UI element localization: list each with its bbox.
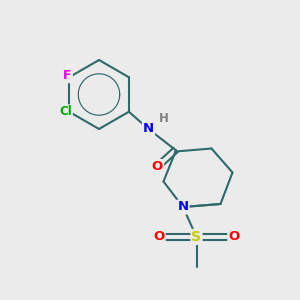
Text: N: N (143, 122, 154, 136)
Text: Cl: Cl (59, 105, 72, 118)
Text: F: F (63, 69, 72, 82)
Text: H: H (159, 112, 168, 125)
Text: O: O (152, 160, 163, 173)
Text: O: O (153, 230, 165, 244)
Text: S: S (191, 230, 202, 244)
Text: N: N (177, 200, 189, 214)
Text: O: O (228, 230, 240, 244)
